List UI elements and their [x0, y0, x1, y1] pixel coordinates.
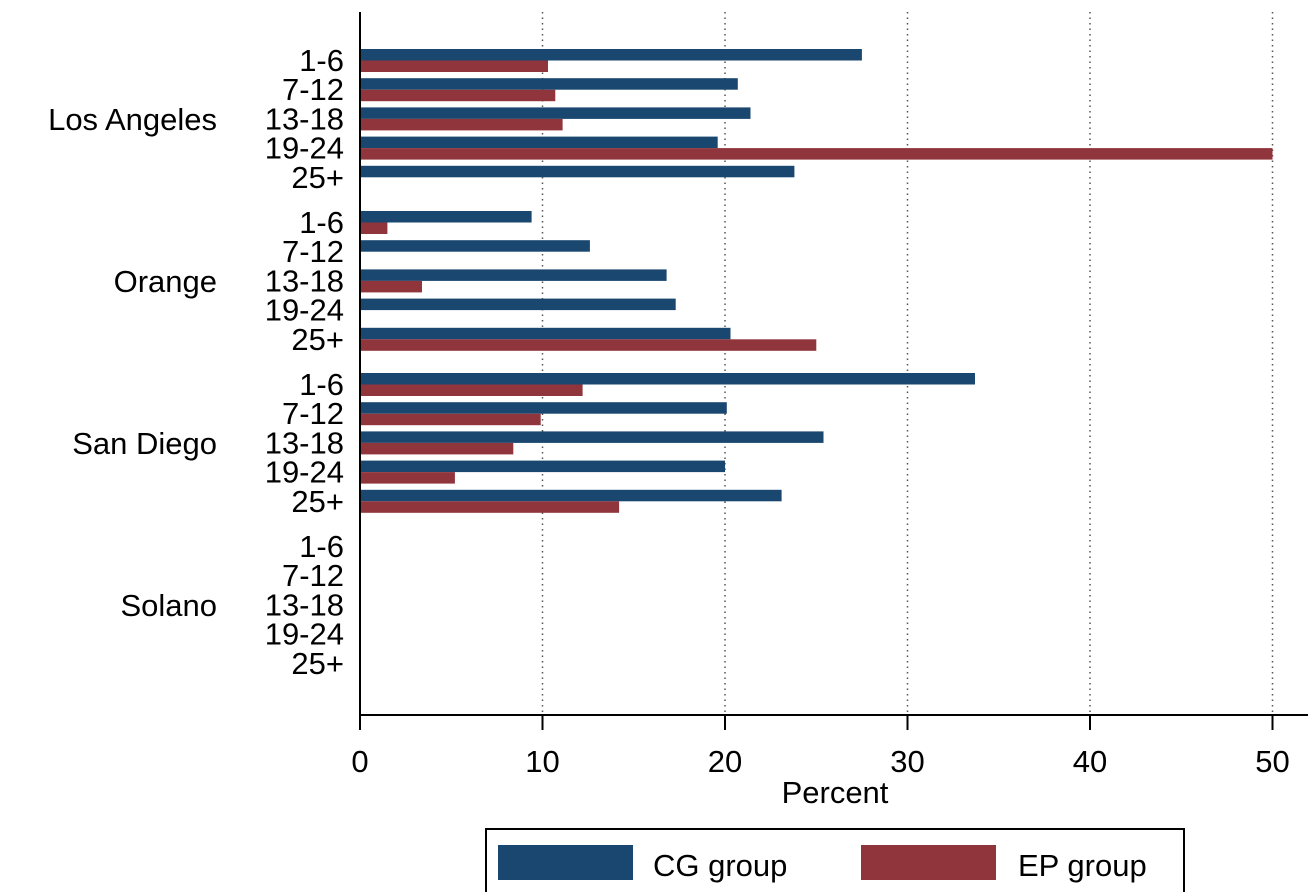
- legend-swatch-ep-group: [861, 845, 996, 880]
- x-tick-label: 50: [1255, 744, 1289, 779]
- x-tick-label: 0: [351, 744, 368, 779]
- x-ticks: 0 10 20 30 40 50: [351, 715, 1290, 779]
- group-label: Solano: [120, 588, 217, 623]
- bar: [360, 298, 676, 311]
- legend-label-ep-group: EP group: [1018, 848, 1147, 883]
- bar: [360, 460, 725, 473]
- y-tick-label: 1-6: [299, 205, 344, 240]
- x-axis-title: Percent: [782, 775, 889, 810]
- bar: [360, 384, 583, 396]
- y-tick-label: 13-18: [265, 587, 344, 622]
- y-tick-label: 19-24: [265, 293, 344, 328]
- bar: [360, 431, 824, 443]
- y-tick-label: 13-18: [265, 101, 344, 136]
- y-tick-label: 1-6: [299, 529, 344, 564]
- y-tick-label: 25+: [291, 322, 344, 357]
- x-tick-label: 10: [525, 744, 559, 779]
- x-tick-label: 20: [708, 744, 742, 779]
- bar: [360, 472, 455, 484]
- bar: [360, 136, 718, 149]
- x-tick-label: 30: [890, 744, 924, 779]
- bar: [360, 49, 862, 61]
- bar: [360, 240, 590, 252]
- group-label: Orange: [114, 264, 217, 299]
- group-label: San Diego: [72, 426, 217, 461]
- bar: [360, 413, 541, 426]
- bar: [360, 78, 738, 90]
- y-tick-label: 19-24: [265, 455, 344, 490]
- bar: [360, 211, 532, 223]
- bar: [360, 402, 727, 414]
- y-tick-label: 7-12: [282, 72, 344, 107]
- y-tick-label: 19-24: [265, 131, 344, 166]
- y-tick-label: 7-12: [282, 234, 344, 269]
- bar: [360, 107, 751, 119]
- x-tick-label: 40: [1073, 744, 1107, 779]
- y-tick-label: 25+: [291, 646, 344, 681]
- bar: [360, 89, 556, 102]
- bar: [360, 165, 795, 178]
- y-tick-label: 7-12: [282, 396, 344, 431]
- y-tick-label: 1-6: [299, 367, 344, 402]
- bars: [360, 49, 1273, 513]
- bar: [360, 269, 667, 281]
- y-tick-label: 13-18: [265, 425, 344, 460]
- bar: [360, 148, 1273, 160]
- axes: [359, 12, 1308, 716]
- y-tick-label: 7-12: [282, 558, 344, 593]
- y-tick-label: 25+: [291, 160, 344, 195]
- group-label: Los Angeles: [48, 102, 217, 137]
- bar: [360, 222, 388, 234]
- y-tick-label: 19-24: [265, 617, 344, 652]
- bar: [360, 280, 422, 293]
- legend-swatch-cg-group: [498, 845, 633, 880]
- bar: [360, 60, 548, 72]
- bar: [360, 339, 817, 351]
- bar: [360, 489, 782, 502]
- bar: [360, 442, 514, 455]
- y-tick-label: 25+: [291, 484, 344, 519]
- bar: [360, 501, 620, 513]
- y-tick-label: 13-18: [265, 263, 344, 298]
- bar: [360, 373, 975, 385]
- bar: [360, 118, 563, 131]
- bar: [360, 327, 731, 340]
- legend-label-cg-group: CG group: [653, 848, 787, 883]
- y-tick-label: 1-6: [299, 43, 344, 78]
- legend: CG group EP group: [485, 828, 1185, 892]
